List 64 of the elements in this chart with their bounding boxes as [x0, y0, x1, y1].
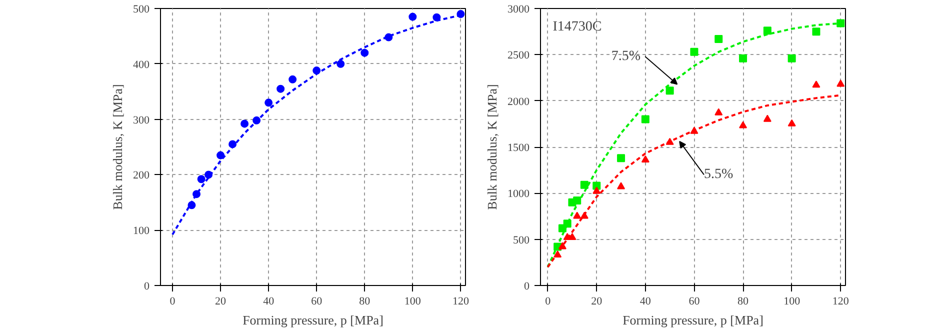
point: [264, 98, 273, 107]
y-tick-label: 1000: [508, 188, 530, 200]
y-tick-label: 3000: [508, 4, 530, 16]
x-tick-label: 100: [404, 296, 422, 308]
x-axis-title: Forming pressure, p [MPa]: [242, 312, 384, 328]
x-tick-label: 40: [640, 296, 652, 308]
x-tick-label: 60: [688, 296, 700, 308]
point: [617, 154, 626, 162]
x-tick-label: 0: [545, 296, 552, 308]
point: [836, 80, 845, 87]
point: [714, 34, 723, 43]
x-tick-label: 60: [311, 296, 323, 308]
point: [666, 86, 674, 95]
point: [714, 108, 723, 116]
point: [580, 180, 588, 189]
point: [573, 212, 582, 219]
point: [240, 120, 249, 128]
y-tick-label: 400: [133, 58, 150, 71]
point: [739, 54, 748, 62]
x-tick-label: 80: [359, 296, 371, 308]
annotation: 7.5%: [611, 49, 641, 64]
y-tick-label: 300: [133, 114, 150, 126]
y-tick-label: 500: [133, 4, 150, 16]
point: [763, 26, 772, 35]
point: [216, 151, 225, 160]
point: [641, 115, 650, 124]
point: [276, 84, 285, 93]
x-tick-label: 0: [170, 296, 176, 308]
y-tick-label: 100: [133, 225, 150, 238]
y-axis-title: Bulk modulus, K [MPa]: [484, 84, 500, 210]
point: [739, 121, 748, 128]
point: [592, 186, 601, 194]
y-tick-label: 500: [513, 234, 530, 246]
point: [197, 175, 206, 184]
point: [788, 54, 796, 62]
x-tick-label: 120: [452, 296, 470, 308]
x-tick-label: 40: [263, 296, 275, 308]
x-tick-label: 20: [591, 296, 603, 308]
point: [360, 48, 369, 57]
annotation: 5.5%: [704, 167, 734, 182]
x-tick-label: 80: [738, 296, 750, 308]
y-tick-label: 0: [144, 280, 150, 292]
point: [812, 80, 820, 88]
point: [336, 60, 345, 68]
x-axis-title: Forming pressure, p [MPa]: [622, 312, 764, 328]
point: [836, 19, 845, 28]
point: [788, 119, 796, 126]
point: [617, 182, 626, 190]
x-tick-label: 120: [832, 296, 850, 308]
y-tick-label: 2000: [508, 96, 530, 108]
point: [763, 114, 772, 122]
y-tick-label: 200: [133, 170, 150, 182]
y-tick-label: 2500: [508, 50, 530, 62]
y-axis-title: Bulk modulus, K [MPa]: [110, 84, 125, 210]
point: [408, 12, 417, 21]
point: [288, 75, 297, 84]
x-tick-label: 100: [784, 296, 801, 308]
y-tick-label: 0: [524, 280, 530, 292]
x-tick-label: 20: [215, 296, 227, 308]
text: I14730C: [552, 20, 602, 35]
point: [641, 155, 650, 162]
y-tick-label: 1500: [508, 142, 530, 154]
point: [812, 28, 820, 36]
point: [690, 48, 698, 56]
